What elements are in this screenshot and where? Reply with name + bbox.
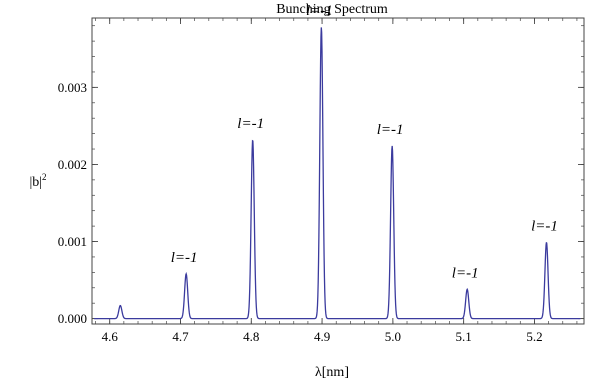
peak-label: l=-1 <box>306 3 333 19</box>
x-tick-label: 4.6 <box>102 329 119 344</box>
y-tick-label: 0.001 <box>58 234 87 249</box>
peak-annotations: l=-1 l=-1 l=-1 l=-1 l=-1 l=-1 <box>171 3 558 281</box>
plot-frame <box>91 17 585 325</box>
y-axis-label: |b|2 <box>29 172 46 190</box>
x-tick-label: 4.7 <box>172 329 189 344</box>
y-axis: 0.000 0.001 0.002 0.003 <box>58 25 584 326</box>
peak-label: l=-1 <box>531 218 558 234</box>
x-tick-label: 4.8 <box>243 329 259 344</box>
y-axis-label-superscript: 2 <box>42 172 47 182</box>
peak-label: l=-1 <box>452 265 479 281</box>
x-axis-label: λ[nm] <box>315 365 349 380</box>
peak-label: l=-1 <box>171 250 198 266</box>
x-tick-label: 4.9 <box>314 329 330 344</box>
x-axis: 4.6 4.7 4.8 4.9 5.0 5.1 5.2 <box>95 18 578 344</box>
x-tick-label: 5.2 <box>526 329 542 344</box>
chart-title: Bunching Spectrum <box>276 2 388 17</box>
y-tick-label: 0.003 <box>58 80 87 95</box>
y-tick-label: 0.000 <box>58 311 87 326</box>
peak-label: l=-1 <box>377 122 404 138</box>
series-line <box>94 27 581 320</box>
y-tick-label: 0.002 <box>58 157 87 172</box>
y-axis-label-base: |b| <box>29 175 42 190</box>
x-tick-label: 5.0 <box>385 329 401 344</box>
x-tick-label: 5.1 <box>456 329 472 344</box>
peak-label: l=-1 <box>237 116 264 132</box>
